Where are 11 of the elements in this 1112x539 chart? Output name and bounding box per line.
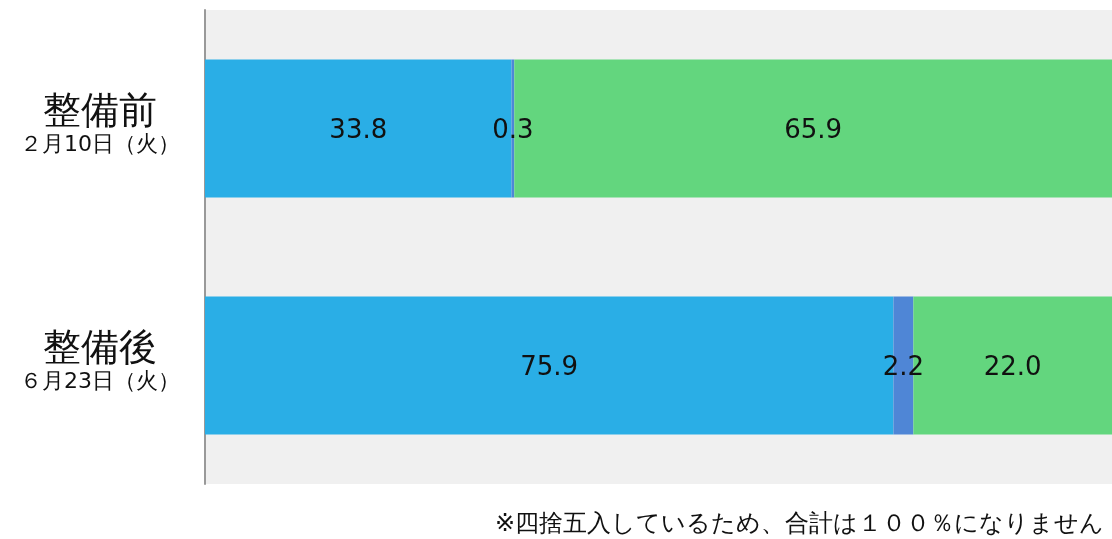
data-label: 22.0 — [983, 350, 1042, 381]
data-label: 33.8 — [329, 113, 388, 144]
text: ※四捨五入しているため、合計は１００％になりません — [494, 509, 1104, 537]
y-tick-label: 整備後 — [43, 324, 157, 369]
data-label: 2.2 — [882, 350, 925, 381]
data-label: 65.9 — [784, 113, 843, 144]
y-tick-label: 整備前 — [43, 87, 157, 132]
text: ２月10日（火） — [20, 131, 180, 156]
data-label: 0.3 — [492, 113, 534, 144]
text: ６月23日（火） — [20, 368, 180, 393]
data-label: 75.9 — [520, 350, 579, 381]
